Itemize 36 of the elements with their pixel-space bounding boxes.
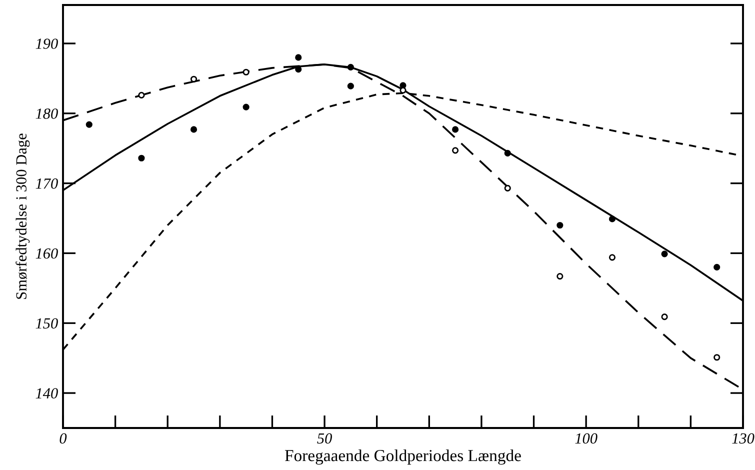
y-tick-label: 150: [36, 318, 58, 329]
point: [86, 121, 92, 128]
x-tick-label: 50: [317, 433, 332, 444]
point: [504, 184, 511, 192]
point: [138, 92, 145, 98]
point: [295, 66, 302, 73]
point: [556, 222, 564, 229]
point: [190, 126, 198, 133]
y-tick-label: 140: [36, 388, 58, 398]
y-axis-title: Smørfedtydelse i 300 Dage: [16, 134, 30, 299]
y-tick-label: 180: [36, 108, 58, 119]
point: [347, 64, 354, 71]
point: [661, 250, 668, 258]
point: [295, 54, 302, 61]
point: [608, 254, 616, 261]
x-axis-title: Foregaaende Goldperiodes Længde: [284, 449, 521, 465]
point: [347, 82, 354, 90]
y-tick-label: 160: [36, 248, 58, 259]
point: [556, 272, 564, 280]
point: [504, 150, 511, 157]
point: [400, 87, 406, 94]
point: [242, 68, 250, 76]
point: [452, 147, 459, 154]
y-tick-label: 190: [36, 38, 58, 49]
point: [661, 314, 668, 320]
point: [714, 264, 720, 270]
point: [138, 154, 145, 162]
point: [190, 76, 198, 82]
point: [714, 354, 720, 361]
x-tick-label: 0: [60, 433, 67, 444]
x-tick-label: 100: [575, 433, 598, 444]
point: [452, 126, 459, 133]
x-tick-label: 130: [732, 433, 754, 444]
point: [608, 216, 616, 222]
y-tick-label: 170: [36, 178, 58, 189]
point: [242, 104, 250, 110]
